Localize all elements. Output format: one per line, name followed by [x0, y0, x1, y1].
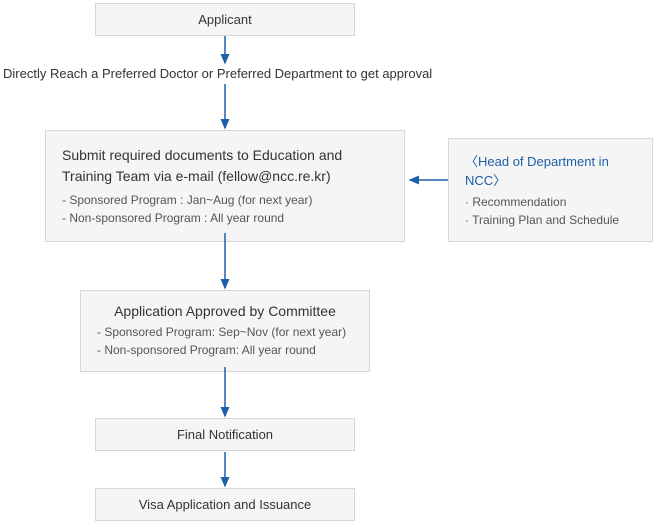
node-visa: Visa Application and Issuance: [95, 488, 355, 521]
submit-title: Submit required documents to Education a…: [62, 145, 388, 187]
submit-line2: - Non-sponsored Program : All year round: [62, 209, 388, 227]
ncc-item1: · Recommendation: [465, 193, 636, 211]
ncc-item2: · Training Plan and Schedule: [465, 211, 636, 229]
applicant-label: Applicant: [198, 12, 251, 27]
ncc-title: 〈Head of Department in NCC〉: [465, 151, 636, 189]
visa-label: Visa Application and Issuance: [139, 497, 312, 512]
node-submit: Submit required documents to Education a…: [45, 130, 405, 242]
submit-line1: - Sponsored Program : Jan~Aug (for next …: [62, 191, 388, 209]
approved-line2: - Non-sponsored Program: All year round: [97, 341, 353, 359]
node-ncc: 〈Head of Department in NCC〉 · Recommenda…: [448, 138, 653, 242]
node-final: Final Notification: [95, 418, 355, 451]
approved-line1: - Sponsored Program: Sep~Nov (for next y…: [97, 323, 353, 341]
node-approved: Application Approved by Committee - Spon…: [80, 290, 370, 372]
node-reach: Directly Reach a Preferred Doctor or Pre…: [3, 66, 432, 81]
approved-title: Application Approved by Committee: [97, 303, 353, 319]
node-applicant: Applicant: [95, 3, 355, 36]
final-label: Final Notification: [177, 427, 273, 442]
reach-label: Directly Reach a Preferred Doctor or Pre…: [3, 66, 432, 81]
